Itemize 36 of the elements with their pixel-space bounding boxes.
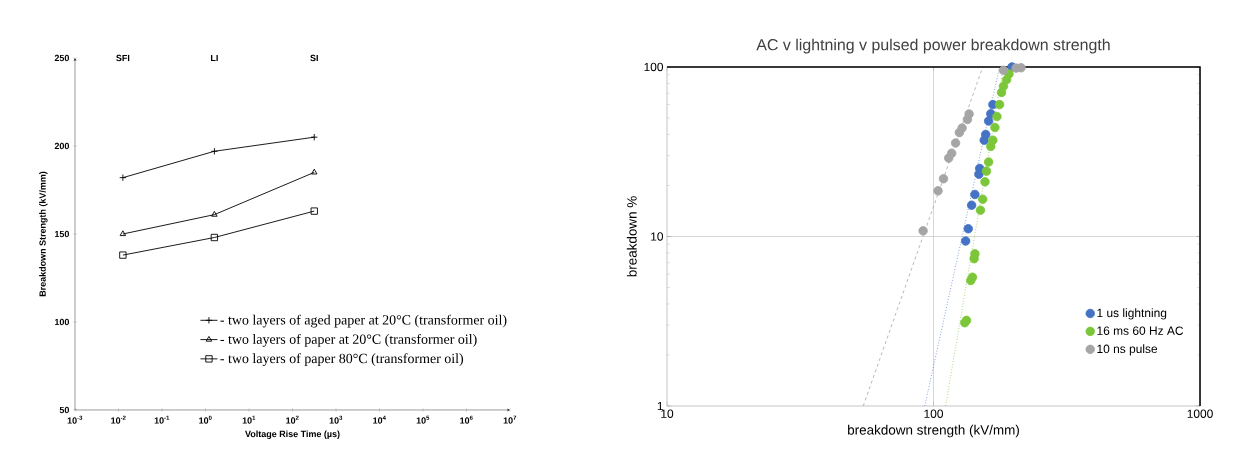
- x-tick-label: 10$^{-2}$: [111, 415, 126, 424]
- chart-title: AC v lightning v pulsed power breakdown strength: [756, 38, 1110, 54]
- x-tick-label: 10$^{-3}$: [67, 415, 83, 424]
- legend-label: 10 ns pulse: [1097, 344, 1158, 356]
- y-tick-label: 100: [644, 62, 664, 72]
- legend-label: - two layers of aged paper at 20°C (transformer oil): [220, 314, 507, 328]
- x-tick-label: 10: [661, 409, 674, 418]
- x-tick-label: 10$^{1}$: [242, 415, 256, 424]
- x-tick-label: 10$^{0}$: [199, 415, 212, 424]
- y-tick-label: 150: [54, 230, 69, 238]
- y-axis-title: breakdown %: [626, 196, 637, 277]
- y-tick-label: 1: [657, 401, 663, 411]
- y-tick-label: 50: [59, 406, 69, 414]
- x-axis-title: Voltage Rise Time (µs): [245, 430, 340, 439]
- x-tick-label: 10$^{5}$: [416, 415, 430, 424]
- x-axis-title: breakdown strength (kV/mm): [848, 424, 1019, 438]
- legend-label: 1 us lightning: [1097, 308, 1167, 320]
- x-tick-label: 10$^{4}$: [373, 415, 386, 424]
- y-tick-label: 250: [54, 54, 69, 62]
- y-axis-title: Breakdown Strength (kV/mm): [39, 171, 48, 297]
- x-tick-label: 10$^{-1}$: [154, 415, 170, 424]
- x-tick-label: 10$^{2}$: [286, 415, 299, 424]
- y-tick-label: 100: [54, 318, 69, 326]
- x-tick-label: 10$^{3}$: [329, 415, 343, 424]
- x-tick-label: 10$^{7}$: [503, 415, 517, 424]
- annotation: LI: [211, 54, 218, 62]
- legend-label: - two layers of paper at 20°C (transformer oil): [220, 333, 477, 347]
- x-tick-label: 100: [924, 409, 944, 418]
- y-tick-label: 200: [54, 142, 69, 150]
- x-tick-label: 1000: [1187, 409, 1213, 418]
- annotation: SI: [310, 54, 318, 62]
- y-tick-label: 10: [651, 232, 664, 241]
- legend-label: - two layers of paper 80°C (transformer oil): [220, 353, 464, 367]
- x-tick-label: 10$^{6}$: [460, 415, 473, 424]
- annotation: SFI: [116, 54, 130, 62]
- legend-label: 16 ms 60 Hz AC: [1097, 326, 1184, 335]
